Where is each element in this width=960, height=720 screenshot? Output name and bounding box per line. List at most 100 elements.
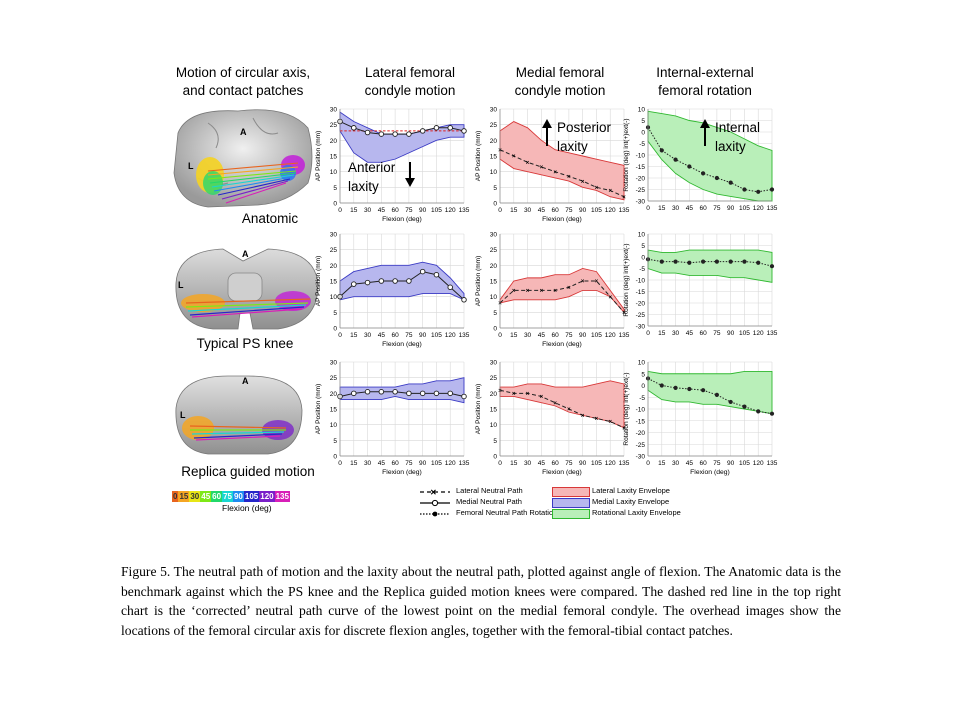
neutral-path-point: ×: [553, 289, 557, 295]
x-tick-label: 105: [591, 332, 602, 339]
x-tick-label: 120: [445, 207, 456, 214]
x-tick-label: 60: [551, 207, 559, 214]
legend-swatches-paths: ✕: [420, 488, 450, 517]
knee-letter-l: L: [178, 280, 184, 290]
x-tick-label: 120: [753, 330, 764, 337]
y-tick-label: 30: [490, 232, 498, 239]
x-tick-label: 45: [378, 460, 386, 467]
chart-replica-medial: 0 5 10 15 20 25 30 0 15 30 45 60 75 90 105 120 135 × × × × × ×…: [475, 360, 630, 477]
x-tick-label: 75: [565, 460, 573, 467]
x-tick-label: 90: [419, 207, 427, 214]
x-tick-label: 30: [524, 460, 532, 467]
y-tick-label: 5: [493, 185, 497, 192]
x-tick-label: 60: [391, 332, 399, 339]
x-tick-label: 0: [498, 207, 502, 214]
neutral-path-point: [701, 388, 706, 393]
neutral-path-line: [339, 121, 465, 135]
annotation-line: laxity: [348, 179, 379, 194]
x-tick-label: 60: [391, 207, 399, 214]
knee-image-replica: A L: [175, 375, 303, 455]
x-tick-label: 30: [524, 207, 532, 214]
y-tick-label: -30: [636, 324, 646, 331]
y-tick-label: 5: [333, 310, 337, 317]
x-tick-label: 15: [510, 460, 518, 467]
x-tick-label: 105: [739, 460, 750, 467]
arrow-down-icon: [405, 162, 415, 187]
legend-swatch-rotation: [552, 509, 590, 519]
y-tick-label: -30: [636, 199, 646, 206]
neutral-path-line: [647, 127, 773, 193]
neutral-path-point: [364, 389, 371, 395]
neutral-path-point: ×: [512, 289, 516, 295]
neutral-path-point: ×: [553, 170, 557, 176]
legend-rotation-env: Rotational Laxity Envelope: [592, 508, 681, 517]
x-tick-label: 45: [538, 460, 546, 467]
neutral-path-point: ×: [622, 426, 626, 432]
neutral-path-point: [351, 390, 357, 397]
x-tick-label: 75: [713, 330, 721, 337]
neutral-path-point: [673, 157, 678, 162]
neutral-path-point: [392, 278, 398, 284]
x-tick-label: 105: [591, 460, 602, 467]
chart-replica-lateral: 0 5 10 15 20 25 30 0 15 30 45 60 75 90 105 120 135 Flexio…: [315, 360, 470, 477]
colorbar-segment: 60: [211, 491, 223, 502]
x-tick-label: 120: [753, 205, 764, 212]
x-tick-label: 135: [619, 207, 630, 214]
neutral-path-point: [378, 278, 385, 284]
chart-legend: ✕ Lateral Neutral Path Medial Neutral Pa…: [418, 486, 688, 520]
neutral-path-point: [742, 259, 747, 264]
row-label-anatomic: Anatomic: [241, 211, 299, 226]
y-tick-label: 5: [333, 438, 337, 445]
neutral-path-point: [447, 284, 453, 291]
knee-image-anatomic: A L: [173, 109, 313, 208]
x-tick-label: 30: [364, 332, 372, 339]
y-tick-label: 0: [641, 255, 645, 262]
x-tick-label: 135: [459, 207, 470, 214]
neutral-path-point: [378, 131, 385, 137]
y-tick-label: -25: [636, 187, 646, 194]
y-tick-label: 30: [330, 232, 338, 239]
neutral-path-point: [714, 259, 719, 264]
neutral-path-point: ×: [540, 289, 544, 295]
y-tick-label: 25: [490, 247, 498, 254]
neutral-path-point: [392, 131, 398, 137]
x-tick-label: 30: [672, 330, 680, 337]
x-tick-label: 90: [419, 460, 427, 467]
neutral-path-point: [756, 409, 761, 414]
x-tick-label: 120: [445, 332, 456, 339]
annotation-line: laxity: [557, 139, 588, 154]
column-title-motion-axis: Motion of circular axis, and contact pat…: [150, 64, 336, 100]
y-tick-label: -5: [639, 141, 645, 148]
neutral-path-point: ×: [595, 186, 599, 192]
y-tick-label: 0: [493, 326, 497, 333]
x-tick-label: 135: [459, 460, 470, 467]
neutral-path-point: ×: [512, 392, 516, 398]
x-tick-label: 45: [538, 207, 546, 214]
neutral-path-point: [742, 187, 747, 192]
legend-medial-env: Medial Laxity Envelope: [592, 497, 670, 506]
colorbar-segment: 135: [274, 491, 290, 502]
x-tick-label: 30: [672, 205, 680, 212]
column-title-line: Internal-external: [656, 65, 754, 80]
y-tick-label: 15: [330, 154, 338, 161]
neutral-path-point: [364, 129, 371, 136]
x-tick-label: 0: [498, 332, 502, 339]
y-axis-label: AP Position (mm): [315, 256, 322, 306]
x-tick-label: 0: [646, 460, 650, 467]
figure-caption: Figure 5. The neutral path of motion and…: [121, 564, 841, 638]
y-tick-label: -15: [636, 164, 646, 171]
legend-lateral-path: Lateral Neutral Path: [456, 486, 523, 495]
knee-letter-l: L: [188, 161, 194, 171]
neutral-path-point: [419, 128, 426, 134]
neutral-path-point: [756, 260, 761, 265]
neutral-path-point: [714, 175, 719, 181]
chart-replica-rotation: -30 -25 -20 -15 -10 -5 0 5 10 0 15 30 45 60 75 90 105 120…: [623, 360, 778, 477]
y-tick-label: 5: [641, 371, 645, 378]
y-tick-label: -5: [639, 395, 645, 402]
neutral-path-point: [433, 390, 440, 397]
y-tick-label: 5: [641, 243, 645, 250]
y-tick-label: 10: [638, 360, 646, 367]
neutral-path-point: ×: [608, 189, 612, 195]
knee-letter-a: A: [240, 127, 247, 137]
laxity-envelope: [647, 249, 773, 283]
